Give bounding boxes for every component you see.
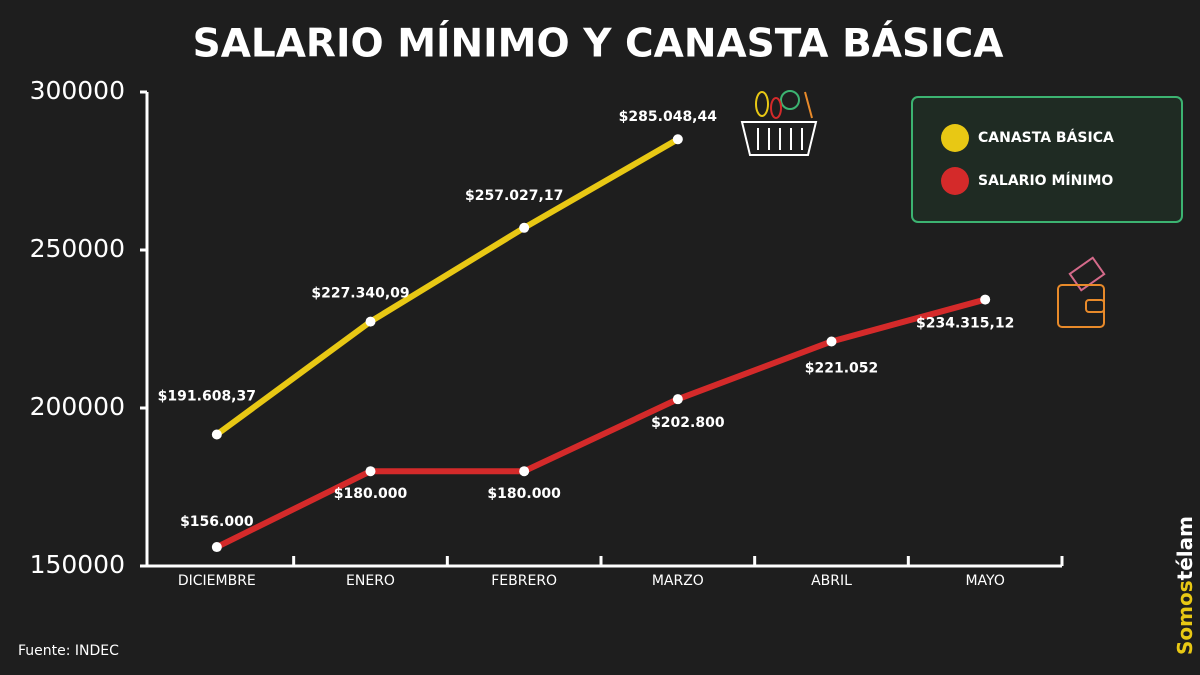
data-point [980, 294, 991, 305]
data-point [211, 429, 222, 440]
legend-box [911, 96, 1183, 223]
legend-swatch [941, 124, 969, 152]
brand-text: Somostélam [1173, 516, 1197, 655]
data-label: $221.052 [805, 360, 879, 376]
data-label: $285.048,44 [619, 109, 718, 125]
y-tick-label: 250000 [30, 234, 125, 263]
x-tick-label: DICIEMBRE [178, 573, 256, 589]
y-tick-label: 150000 [30, 550, 125, 579]
data-point [365, 316, 376, 327]
legend-label: CANASTA BÁSICA [978, 129, 1114, 146]
series-line [215, 136, 680, 437]
x-tick-label: FEBRERO [491, 573, 557, 589]
x-tick-label: ABRIL [811, 573, 852, 589]
legend-label: SALARIO MÍNIMO [978, 172, 1113, 189]
source: Fuente: INDEC [18, 643, 119, 659]
data-label: $257.027,17 [465, 188, 563, 204]
x-tick-label: MAYO [965, 573, 1004, 589]
brand: Somostélam [1173, 516, 1197, 655]
x-tick-label: MARZO [652, 573, 704, 589]
data-label: $180.000 [487, 486, 561, 502]
legend-swatch [941, 167, 969, 195]
wallet-icon [1057, 256, 1106, 328]
data-label: $191.608,37 [158, 389, 256, 405]
y-tick-label: 300000 [30, 76, 125, 105]
data-label: $156.000 [180, 514, 254, 530]
data-label: $202.800 [651, 415, 725, 431]
data-point [826, 336, 837, 347]
basket-icon [740, 90, 818, 156]
y-tick-label: 200000 [30, 392, 125, 421]
data-point [672, 394, 683, 405]
data-point [365, 466, 376, 477]
brand-part: Somos [1173, 580, 1197, 655]
data-point [519, 466, 530, 477]
data-point [211, 542, 222, 553]
data-label: $180.000 [334, 486, 408, 502]
data-label: $234.315,12 [916, 316, 1014, 332]
brand-part: télam [1173, 516, 1197, 580]
data-point [672, 134, 683, 145]
chart-title: SALARIO MÍNIMO Y CANASTA BÁSICA [193, 20, 1004, 67]
data-point [519, 222, 530, 233]
data-label: $227.340,09 [311, 286, 409, 302]
x-tick-label: ENERO [346, 573, 395, 589]
series-line [215, 296, 986, 550]
